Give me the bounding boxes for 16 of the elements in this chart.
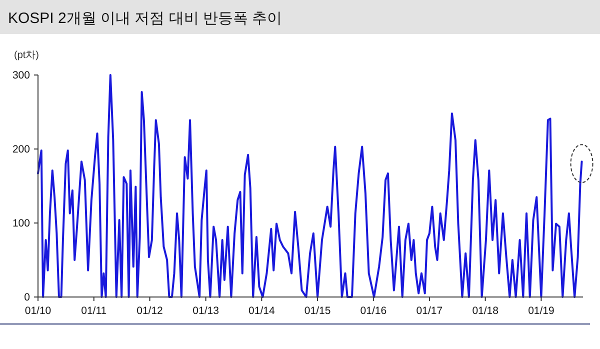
chart-title: KOSPI 2개월 이내 저점 대비 반등폭 추이 (8, 10, 282, 27)
y-tick-label: 0 (24, 292, 30, 304)
x-tick-label: 01/18 (472, 305, 499, 317)
x-tick-label: 01/16 (360, 305, 387, 317)
y-tick-label: 100 (12, 218, 30, 230)
y-tick-label: 300 (12, 70, 30, 82)
x-tick-label: 01/15 (304, 305, 331, 317)
x-tick-label: 01/19 (528, 305, 554, 317)
x-tick-label: 01/10 (24, 305, 52, 317)
x-tick-label: 01/17 (416, 305, 443, 317)
y-axis-title: (pt차) (14, 50, 39, 61)
y-tick-label: 200 (12, 144, 30, 156)
x-tick-label: 01/14 (248, 305, 275, 317)
x-tick-label: 01/11 (81, 305, 107, 317)
x-tick-label: 01/13 (192, 305, 220, 317)
x-tick-label: 01/12 (136, 305, 164, 317)
